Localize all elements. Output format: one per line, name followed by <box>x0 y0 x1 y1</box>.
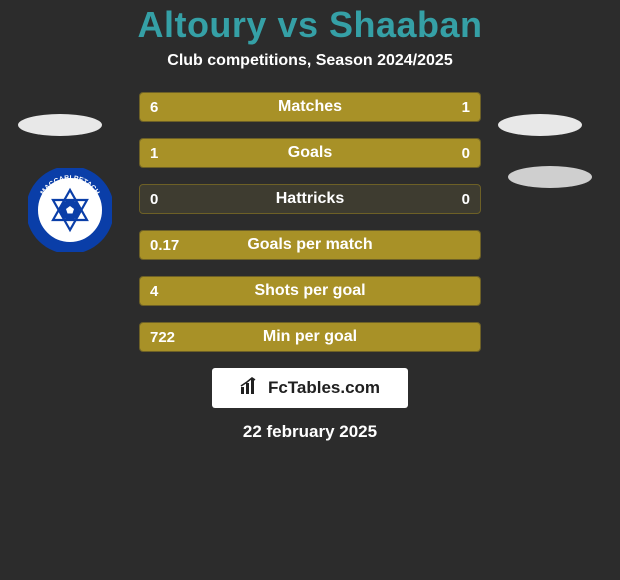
stat-value-right: 1 <box>462 93 470 121</box>
stat-row: Goals1 0 <box>139 138 481 168</box>
stat-label: Goals per match <box>140 231 480 259</box>
stat-value-left: 6 <box>150 93 158 121</box>
decorative-ellipse <box>508 166 592 188</box>
subtitle: Club competitions, Season 2024/2025 <box>0 52 620 70</box>
stat-label: Shots per goal <box>140 277 480 305</box>
graphic-area: MACCABI PETACH TIKVA Matches61Goals10Hat… <box>0 92 620 442</box>
decorative-ellipse <box>18 114 102 136</box>
club-badge: MACCABI PETACH TIKVA <box>28 168 112 252</box>
stat-row: Hattricks0 0 <box>139 184 481 214</box>
stat-value-left: 0.17 <box>150 231 179 259</box>
stat-value-right: 0 <box>462 139 470 167</box>
stat-label: Min per goal <box>140 323 480 351</box>
stat-label: Hattricks <box>140 185 480 213</box>
stat-value-right: 0 <box>462 185 470 213</box>
stat-label: Matches <box>140 93 480 121</box>
stat-bars: Matches61Goals10Hattricks00Goals per mat… <box>139 92 481 352</box>
stat-row: Shots per goal4 <box>139 276 481 306</box>
page-title: Altoury vs Shaaban <box>0 4 620 46</box>
stat-label: Goals <box>140 139 480 167</box>
stat-value-left: 1 <box>150 139 158 167</box>
stat-value-left: 722 <box>150 323 175 351</box>
date-text: 22 february 2025 <box>0 422 620 442</box>
decorative-ellipse <box>498 114 582 136</box>
stat-value-left: 4 <box>150 277 158 305</box>
stat-row: Matches6 1 <box>139 92 481 122</box>
fctables-text: FcTables.com <box>268 378 380 398</box>
stat-value-left: 0 <box>150 185 158 213</box>
fctables-badge: FcTables.com <box>212 368 408 408</box>
bar-chart-icon <box>240 377 262 400</box>
stat-row: Goals per match0.17 <box>139 230 481 260</box>
comparison-infographic: Altoury vs Shaaban Club competitions, Se… <box>0 0 620 580</box>
stat-row: Min per goal722 <box>139 322 481 352</box>
